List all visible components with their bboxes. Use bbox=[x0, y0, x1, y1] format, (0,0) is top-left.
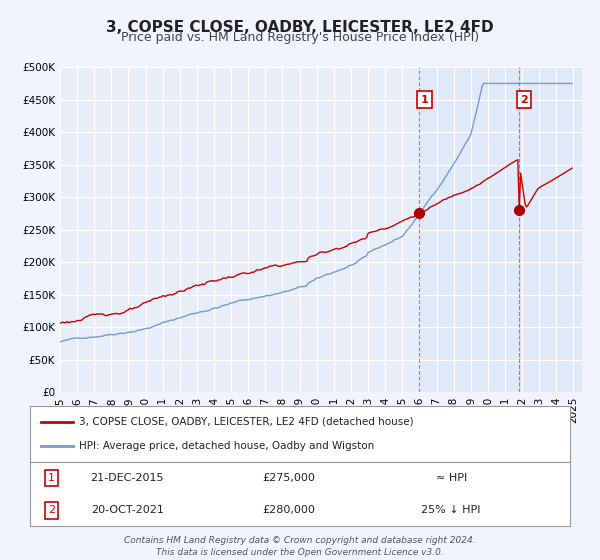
Text: 3, COPSE CLOSE, OADBY, LEICESTER, LE2 4FD: 3, COPSE CLOSE, OADBY, LEICESTER, LE2 4F… bbox=[106, 20, 494, 35]
Text: £275,000: £275,000 bbox=[263, 473, 316, 483]
Text: 2: 2 bbox=[520, 95, 527, 105]
Text: 20-OCT-2021: 20-OCT-2021 bbox=[91, 505, 164, 515]
Text: 1: 1 bbox=[421, 95, 428, 105]
Text: 2: 2 bbox=[48, 505, 55, 515]
Text: 25% ↓ HPI: 25% ↓ HPI bbox=[421, 505, 481, 515]
Text: Price paid vs. HM Land Registry's House Price Index (HPI): Price paid vs. HM Land Registry's House … bbox=[121, 31, 479, 44]
Text: ≈ HPI: ≈ HPI bbox=[436, 473, 467, 483]
Text: Contains HM Land Registry data © Crown copyright and database right 2024.: Contains HM Land Registry data © Crown c… bbox=[124, 536, 476, 545]
Text: £280,000: £280,000 bbox=[263, 505, 316, 515]
Text: 21-DEC-2015: 21-DEC-2015 bbox=[91, 473, 164, 483]
Text: HPI: Average price, detached house, Oadby and Wigston: HPI: Average price, detached house, Oadb… bbox=[79, 441, 374, 451]
Bar bbox=[419, 67, 582, 392]
Text: 1: 1 bbox=[48, 473, 55, 483]
Text: This data is licensed under the Open Government Licence v3.0.: This data is licensed under the Open Gov… bbox=[156, 548, 444, 557]
Text: 3, COPSE CLOSE, OADBY, LEICESTER, LE2 4FD (detached house): 3, COPSE CLOSE, OADBY, LEICESTER, LE2 4F… bbox=[79, 417, 413, 427]
